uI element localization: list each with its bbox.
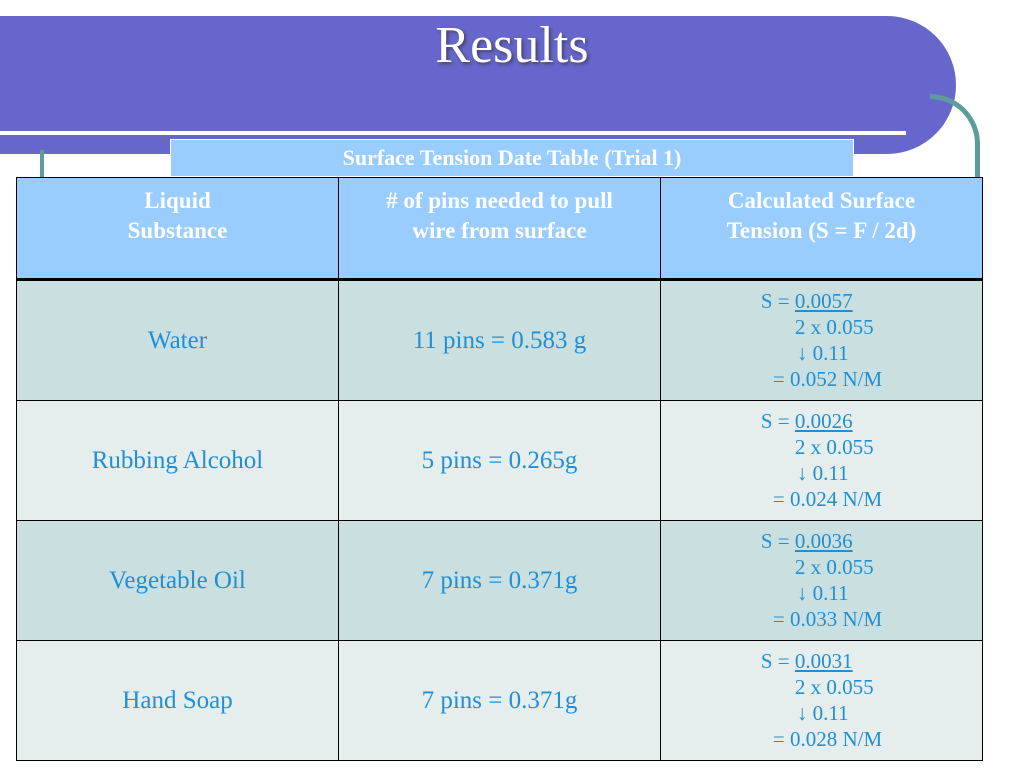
header-calculated-surface-tension: Calculated Surface Tension (S = F / 2d) <box>660 177 983 281</box>
table-caption: Surface Tension Date Table (Trial 1) <box>170 139 854 177</box>
calc-numerator: 0.0026 <box>794 409 853 433</box>
calc-step: ↓ 0.11 <box>796 581 849 605</box>
slide-title: Results <box>435 17 589 74</box>
cell-calculation: S = 0.0057 2 x 0.055 ↓ 0.11 = 0.052 N/M <box>660 279 983 401</box>
header-pins-needed: # of pins needed to pull wire from surfa… <box>338 177 661 281</box>
cell-substance: Hand Soap <box>16 640 339 761</box>
cell-substance: Rubbing Alcohol <box>16 400 339 521</box>
table-row: Hand Soap 7 pins = 0.371g S = 0.0031 2 x… <box>16 640 983 761</box>
calc-result: = 0.024 N/M <box>772 487 883 511</box>
cell-pins: 7 pins = 0.371g <box>338 520 661 641</box>
calc-denominator: 2 x 0.055 <box>794 435 874 459</box>
calc-numerator: 0.0036 <box>794 529 853 553</box>
cell-pins: 11 pins = 0.583 g <box>338 279 661 401</box>
calc-result: = 0.033 N/M <box>772 607 883 631</box>
calc-step: ↓ 0.11 <box>796 701 849 725</box>
table-row: Vegetable Oil 7 pins = 0.371g S = 0.0036… <box>16 520 983 641</box>
table-row: Rubbing Alcohol 5 pins = 0.265g S = 0.00… <box>16 400 983 521</box>
calc-result: = 0.052 N/M <box>772 367 883 391</box>
surface-tension-table: Liquid Substance # of pins needed to pul… <box>16 177 983 761</box>
cell-calculation: S = 0.0036 2 x 0.055 ↓ 0.11 = 0.033 N/M <box>660 520 983 641</box>
cell-substance: Vegetable Oil <box>16 520 339 641</box>
header-liquid-substance: Liquid Substance <box>16 177 339 281</box>
cell-pins: 7 pins = 0.371g <box>338 640 661 761</box>
title-divider-line <box>0 131 906 135</box>
calc-step: ↓ 0.11 <box>796 461 849 485</box>
cell-substance: Water <box>16 279 339 401</box>
calc-step: ↓ 0.11 <box>796 341 849 365</box>
calc-denominator: 2 x 0.055 <box>794 315 874 339</box>
table-row: Water 11 pins = 0.583 g S = 0.0057 2 x 0… <box>16 279 983 401</box>
cell-calculation: S = 0.0031 2 x 0.055 ↓ 0.11 = 0.028 N/M <box>660 640 983 761</box>
frame-decoration-left <box>40 150 44 190</box>
calc-denominator: 2 x 0.055 <box>794 555 874 579</box>
calc-numerator: 0.0057 <box>794 289 853 313</box>
calc-denominator: 2 x 0.055 <box>794 675 874 699</box>
calc-numerator: 0.0031 <box>794 649 853 673</box>
cell-calculation: S = 0.0026 2 x 0.055 ↓ 0.11 = 0.024 N/M <box>660 400 983 521</box>
table-header-row: Liquid Substance # of pins needed to pul… <box>16 177 983 281</box>
calc-result: = 0.028 N/M <box>772 727 883 751</box>
cell-pins: 5 pins = 0.265g <box>338 400 661 521</box>
